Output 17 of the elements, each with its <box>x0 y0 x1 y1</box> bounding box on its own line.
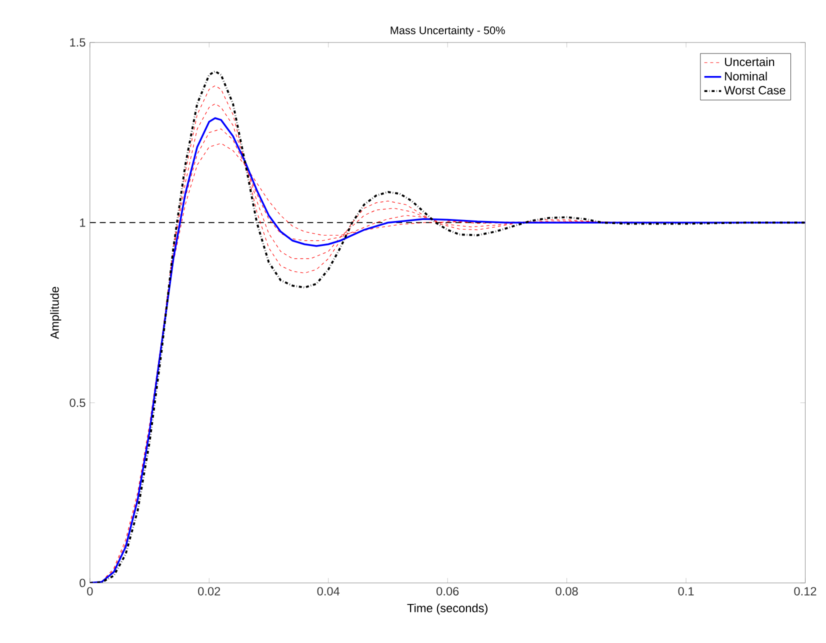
x-tick-label: 0.06 <box>436 586 459 596</box>
y-tick-label: 1.5 <box>70 38 86 47</box>
x-axis-title: Time (seconds) <box>407 603 488 615</box>
x-tick-label: 0.12 <box>794 586 816 596</box>
x-tick-label: 0.1 <box>678 586 694 596</box>
y-tick-label: 0 <box>80 578 86 588</box>
y-tick-label: 0.5 <box>70 398 86 407</box>
legend-label: Nominal <box>725 72 767 80</box>
legend-label: Uncertain <box>725 57 774 66</box>
chart-title: Mass Uncertainty - 50% <box>390 26 505 36</box>
x-tick-label: 0.04 <box>317 586 340 596</box>
x-tick-label: 0.02 <box>198 586 220 596</box>
y-axis-title: Amplitude <box>50 286 62 339</box>
x-tick-label: 0 <box>87 586 93 596</box>
x-tick-label: 0.08 <box>556 586 578 596</box>
y-tick-label: 1 <box>80 218 86 227</box>
legend-label: Worst Case <box>724 86 786 94</box>
